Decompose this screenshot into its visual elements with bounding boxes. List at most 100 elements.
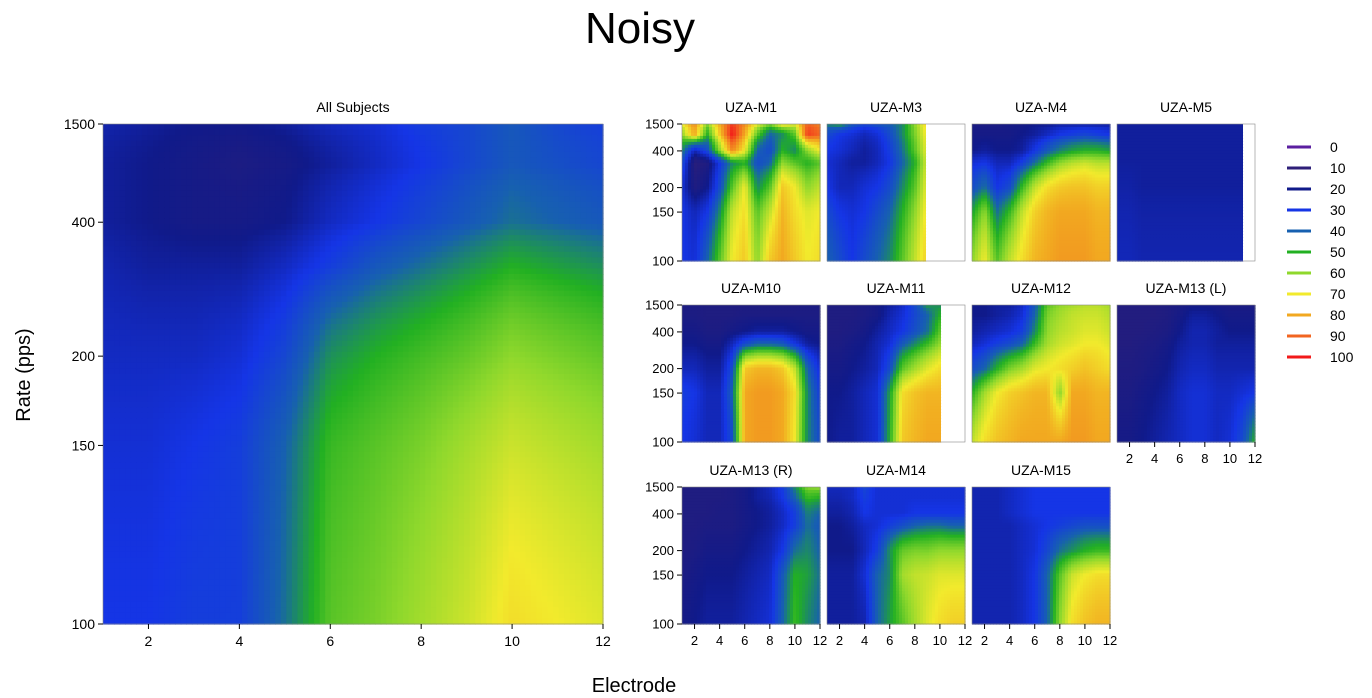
heatmap-cell [375,180,381,186]
heatmap-cell [286,213,292,219]
heatmap-cell [114,268,120,274]
heatmap-cell [320,124,326,130]
heatmap-cell [347,257,353,263]
heatmap-cell [225,341,231,347]
heatmap-cell [253,207,259,213]
heatmap-cell [142,341,148,347]
heatmap-cell [286,207,292,213]
heatmap-cell [164,230,170,236]
heatmap-cell [114,285,120,291]
heatmap-cell [347,157,353,163]
heatmap-cell [497,124,503,130]
heatmap-cell [159,335,165,341]
heatmap-cell [325,341,331,347]
heatmap-cell [214,330,220,336]
heatmap-cell [364,135,370,141]
heatmap-cell [514,168,520,174]
heatmap-cell [381,341,387,347]
heatmap-cell [120,268,126,274]
heatmap-cell [342,263,348,269]
heatmap-cell [431,157,437,163]
heatmap-cell [259,224,265,230]
heatmap-cell [314,318,320,324]
heatmap-cell [197,280,203,286]
heatmap-cell [475,274,481,280]
heatmap-cell [520,213,526,219]
heatmap-cell [403,218,409,224]
heatmap-cell [347,196,353,202]
heatmap-cell [514,180,520,186]
heatmap-cell [559,257,565,263]
heatmap-cell [125,191,131,197]
heatmap-cell [314,157,320,163]
heatmap-cell [336,213,342,219]
heatmap-cell [325,280,331,286]
heatmap-cell [109,335,115,341]
heatmap-cell [520,252,526,258]
heatmap-cell [503,346,509,352]
heatmap-cell [492,246,498,252]
heatmap-cell [342,268,348,274]
heatmap-cell [425,257,431,263]
heatmap-cell [481,163,487,169]
heatmap-cell [392,141,398,147]
heatmap-cell [109,207,115,213]
heatmap-cell [309,252,315,258]
heatmap-cell [436,357,442,363]
heatmap-cell [136,241,142,247]
heatmap-cell [442,168,448,174]
heatmap-cell [481,224,487,230]
heatmap-cell [364,191,370,197]
heatmap-cell [114,185,120,191]
heatmap-cell [109,291,115,297]
heatmap-cell [120,168,126,174]
heatmap-cell [109,263,115,269]
heatmap-cell [564,241,570,247]
heatmap-cell [447,174,453,180]
heatmap-cell [375,302,381,308]
heatmap-cell [486,141,492,147]
heatmap-cell [370,191,376,197]
heatmap-cell [536,352,542,358]
heatmap-cell [342,291,348,297]
heatmap-cell [492,280,498,286]
heatmap-cell [164,135,170,141]
heatmap-cell [175,202,181,208]
heatmap-cell [581,285,587,291]
heatmap-cell [381,207,387,213]
heatmap-cell [470,163,476,169]
heatmap-cell [114,157,120,163]
heatmap-cell [481,252,487,258]
heatmap-cell [425,230,431,236]
heatmap-cell [492,168,498,174]
heatmap-cell [264,302,270,308]
heatmap-cell [131,291,137,297]
heatmap-cell [581,313,587,319]
heatmap-cell [570,207,576,213]
heatmap-cell [570,257,576,263]
heatmap-cell [131,218,137,224]
heatmap-cell [525,130,531,136]
heatmap-cell [425,324,431,330]
heatmap-cell [381,180,387,186]
heatmap-cell [431,280,437,286]
heatmap-cell [553,324,559,330]
heatmap-cell [103,124,109,130]
heatmap-cell [409,235,415,241]
heatmap-cell [275,130,281,136]
heatmap-cell [442,346,448,352]
heatmap-cell [420,152,426,158]
heatmap-cell [220,357,226,363]
heatmap-cell [414,213,420,219]
heatmap-cell [192,263,198,269]
heatmap-cell [292,280,298,286]
heatmap-cell [192,313,198,319]
heatmap-cell [153,174,159,180]
heatmap-cell [470,307,476,313]
heatmap-cell [192,296,198,302]
heatmap-cell [292,235,298,241]
heatmap-cell [186,246,192,252]
heatmap-cell [492,313,498,319]
heatmap-cell [231,213,237,219]
heatmap-cell [470,324,476,330]
